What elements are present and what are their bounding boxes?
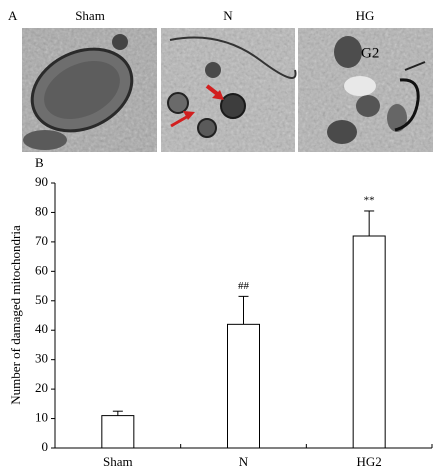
image-title: N <box>223 8 233 23</box>
panel-label: B <box>35 155 44 170</box>
image-title: HG <box>356 8 375 23</box>
significance-label: ** <box>364 195 375 207</box>
significance-label: ## <box>238 280 250 292</box>
bar <box>227 323 260 449</box>
panel-label: A <box>8 8 18 23</box>
y-tick-label: 60 <box>35 262 48 277</box>
y-tick-label: 30 <box>35 351 48 366</box>
y-tick-label: 80 <box>35 203 48 218</box>
image-annotation: G2 <box>361 45 379 61</box>
micrograph <box>161 28 297 152</box>
y-tick-label: 70 <box>35 233 48 248</box>
bar <box>352 235 386 449</box>
y-axis-label: Number of damaged mitochondria <box>8 225 23 405</box>
y-tick-label: 10 <box>35 410 48 425</box>
micrograph: G2 <box>298 28 433 152</box>
y-tick-label: 50 <box>35 292 48 307</box>
x-tick-label: Sham <box>103 454 133 469</box>
micrograph <box>22 28 157 152</box>
x-tick-label: HG2 <box>357 454 382 469</box>
x-tick-label: N <box>239 454 249 469</box>
y-tick-label: 0 <box>42 439 49 454</box>
y-tick-label: 20 <box>35 380 48 395</box>
image-title: Sham <box>75 8 105 23</box>
bar <box>101 415 135 449</box>
y-tick-label: 40 <box>35 321 48 336</box>
y-tick-label: 90 <box>35 174 48 189</box>
